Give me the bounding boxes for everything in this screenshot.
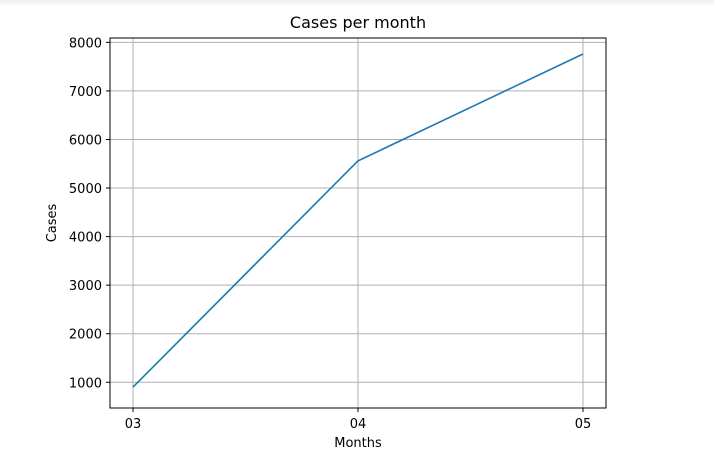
x-tick-label: 05 <box>575 417 592 432</box>
y-tick-label: 6000 <box>69 133 102 148</box>
chart-title: Cases per month <box>290 13 426 32</box>
x-axis-ticks: 03 04 05 <box>125 408 592 432</box>
series-line <box>132 53 584 388</box>
window-top-shadow <box>0 0 714 6</box>
y-axis-ticks: 1000 2000 3000 4000 5000 6000 7000 8000 <box>69 36 110 391</box>
x-tick-label: 04 <box>350 417 367 432</box>
y-tick-label: 8000 <box>69 36 102 51</box>
y-tick-label: 5000 <box>69 182 102 197</box>
y-axis-label: Cases <box>45 203 60 242</box>
y-tick-label: 2000 <box>69 328 102 343</box>
y-tick-label: 4000 <box>69 231 102 246</box>
grid-lines <box>110 38 606 408</box>
x-tick-label: 03 <box>125 417 142 432</box>
x-axis-label: Months <box>334 436 382 451</box>
y-tick-label: 7000 <box>69 85 102 100</box>
y-tick-label: 1000 <box>69 376 102 391</box>
series-layer <box>132 53 584 388</box>
y-tick-label: 3000 <box>69 279 102 294</box>
